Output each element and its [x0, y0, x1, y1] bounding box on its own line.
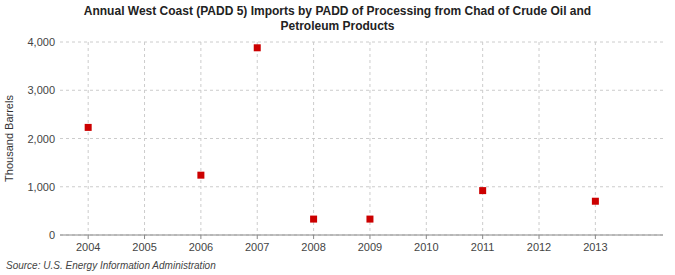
x-tick-mark: [200, 235, 201, 239]
x-tick-mark: [539, 235, 540, 239]
x-tick-label: 2005: [132, 241, 156, 253]
title-line: Annual West Coast (PADD 5) Imports by PA…: [84, 4, 591, 18]
x-tick-label: 2011: [471, 241, 495, 253]
x-grid-line: [144, 42, 145, 235]
x-tick-mark: [257, 235, 258, 239]
x-axis-line: [60, 235, 663, 236]
point: [197, 172, 204, 179]
chart-container: Annual West Coast (PADD 5) Imports by PA…: [0, 0, 675, 275]
x-grid-line: [369, 42, 370, 235]
x-grid-line: [482, 42, 483, 235]
y-tick-label: 4,000: [27, 36, 55, 48]
x-grid-line: [595, 42, 596, 235]
axes: 0 1,000 2,000 3,000 4,000 2004 2005 2006 2007 200…: [27, 36, 663, 253]
x-tick-mark: [88, 235, 89, 239]
y-tick-label: 2,000: [27, 133, 55, 145]
x-tick-mark: [426, 235, 427, 239]
point: [592, 198, 599, 205]
point: [85, 124, 92, 131]
y-grid-line: [60, 235, 663, 236]
x-grid-line: [88, 42, 89, 235]
title: Annual West Coast (PADD 5) Imports by PA…: [84, 4, 591, 33]
title-line: Petroleum Products: [280, 19, 394, 33]
x-tick-label: 2012: [527, 241, 551, 253]
y-tick-label: 1,000: [27, 181, 55, 193]
x-grid-line: [313, 42, 314, 235]
x-tick-mark: [144, 235, 145, 239]
x-tick-label: 2008: [301, 241, 325, 253]
point: [479, 187, 486, 194]
x-tick-label: 2009: [358, 241, 382, 253]
x-tick-mark: [482, 235, 483, 239]
y-tick-label: 0: [49, 229, 55, 241]
x-tick-label: 2006: [189, 241, 213, 253]
x-grid-line: [200, 42, 201, 235]
y-grid-line: [60, 90, 663, 91]
x-tick-mark: [369, 235, 370, 239]
x-tick-mark: [313, 235, 314, 239]
source-note: Source: U.S. Energy Information Administ…: [6, 260, 216, 271]
grid: [60, 42, 663, 235]
x-tick-label: 2010: [414, 241, 438, 253]
point: [310, 216, 317, 223]
point: [254, 44, 261, 51]
y-grid-line: [60, 138, 663, 139]
x-grid-line: [426, 42, 427, 235]
points: [85, 44, 599, 222]
y-grid-line: [60, 186, 663, 187]
x-tick-label: 2004: [76, 241, 100, 253]
x-tick-mark: [595, 235, 596, 239]
x-tick-label: 2013: [583, 241, 607, 253]
y-grid-line: [60, 42, 663, 43]
point: [366, 216, 373, 223]
x-tick-label: 2007: [245, 241, 269, 253]
y-tick-label: 3,000: [27, 84, 55, 96]
y-axis-label: Thousand Barrels: [3, 95, 15, 182]
chart: Annual West Coast (PADD 5) Imports by PA…: [0, 0, 675, 275]
x-grid-line: [539, 42, 540, 235]
x-grid-line: [257, 42, 258, 235]
